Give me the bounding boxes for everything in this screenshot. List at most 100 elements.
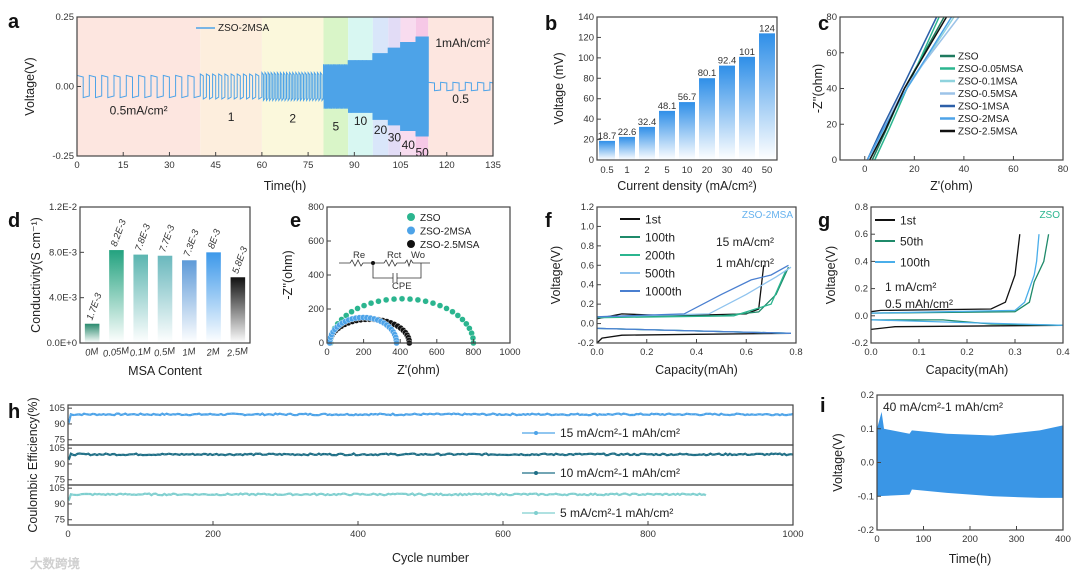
legend-label: ZSO-2.5MSA [420,240,480,251]
equivalent-circuit-diagram [339,259,430,283]
x-tick-label: 200 [205,529,221,540]
eis-point [454,312,462,319]
x-axis-title: Z'(ohm) [397,363,440,377]
eis-point [390,295,398,303]
eis-point [406,295,414,303]
ce-series [67,412,794,424]
eis-point [398,295,406,302]
x-tick-label: 20 [909,164,920,175]
x-tick-label: 0.2 [960,347,973,358]
legend-label: 1000th [645,285,682,299]
bar [679,102,695,160]
x-tick-label: 90 [349,160,360,171]
bar-value-label: 5.8E-3 [230,245,250,276]
legend-label: ZSO-0.05MSA [958,64,1023,75]
x-tick-label: 0.4 [690,347,703,358]
x-axis-title: Z'(ohm) [930,179,973,193]
bar [739,56,755,161]
bar-value-label: 8E-3 [206,227,223,250]
segment-label: 30 [388,130,402,144]
y-tick-label: 0.2 [855,284,868,295]
y-tick-label: 0.8 [581,241,594,252]
circuit-label: CPE [392,281,412,292]
x-tick-label: 0.1M [129,346,152,360]
legend-marker [407,240,415,248]
eis-point [429,299,437,307]
x-axis-title: Current density (mA/cm²) [617,179,757,193]
test-condition-label: 1 mA/cm² [885,280,936,294]
y-tick-label: 400 [308,270,324,281]
eis-point [443,305,450,312]
bar-value-label: 32.4 [638,117,657,128]
legend-label: 15 mA/cm²-1 mAh/cm² [560,426,680,440]
legend-label: 1st [900,214,917,228]
panel-label-f: f [545,210,552,232]
eis-point [459,316,466,323]
plot-frame [76,16,494,157]
y-tick-label: 0 [832,155,837,166]
y-axis-title: -Z''(ohm) [281,250,295,299]
y-tick-label: 105 [49,403,65,414]
y-tick-label: 75 [54,475,65,486]
bar-value-label: 7.8E-3 [133,222,153,253]
y-axis-title: Coulombic Efficiency(%) [26,397,40,532]
bar [719,65,735,160]
bar-value-label: 7.3E-3 [182,228,202,259]
y-tick-label: 0 [319,338,324,349]
bar-value-label: 22.6 [618,127,637,138]
bar-value-label: 48.1 [658,101,677,112]
x-tick-label: 1000 [499,347,520,358]
eis-point [449,308,456,315]
voltage-profile-200th [596,269,787,319]
segment-label: 0.5 [452,92,469,106]
x-tick-label: 600 [495,529,511,540]
eis-point [360,302,368,309]
circuit-label: Rct [387,250,402,261]
panel-label-c: c [818,13,829,35]
subplot-frame [67,404,794,446]
legend-label: 500th [645,267,675,281]
y-tick-label: -0.1 [858,491,874,502]
ce-series [67,452,794,461]
sample-label: ZSO-2MSA [742,210,793,221]
y-tick-label: 800 [308,202,324,213]
bar-value-label: 124 [759,23,775,34]
y-tick-label: 1.2E-2 [49,202,77,213]
voltage-profile-1st [596,265,765,320]
x-tick-label: 75 [303,160,314,171]
x-tick-label: 0.5M [153,346,176,360]
bar [639,126,655,160]
voltage-envelope [877,411,1063,498]
plot-frame [596,16,778,161]
plot-frame [79,206,251,344]
plot-frame [870,206,1064,344]
x-tick-label: 135 [485,160,501,171]
bar-value-label: 18.7 [598,131,617,142]
segment-label: 1 [228,110,235,124]
x-tick-label: 800 [465,347,481,358]
y-tick-label: 90 [54,459,65,470]
segment-label: 10 [354,114,368,128]
bar-value-label: 7.7E-3 [157,223,177,254]
x-tick-label: 120 [439,160,455,171]
x-tick-label: 400 [350,529,366,540]
legend-label: ZSO [958,52,979,63]
segment-label: 2 [289,111,296,125]
y-tick-label: -0.2 [852,338,868,349]
y-tick-label: 20 [826,119,837,130]
y-tick-label: 200 [308,304,324,315]
y-tick-label: 0.25 [56,12,75,23]
y-axis-title: Voltage (mV) [552,52,566,124]
x-tick-label: 800 [640,529,656,540]
voltage-profile-1st [870,324,1064,331]
x-tick-label: 0M [84,346,99,359]
y-tick-label: 0.0 [861,458,874,469]
y-tick-label: 0.6 [581,260,594,271]
legend-marker [534,431,538,435]
y-tick-label: 0.0 [581,319,594,330]
eis-point [436,302,444,309]
voltage-profile-100th [870,319,1064,326]
legend-label: 1st [645,213,662,227]
legend-marker [407,226,415,235]
